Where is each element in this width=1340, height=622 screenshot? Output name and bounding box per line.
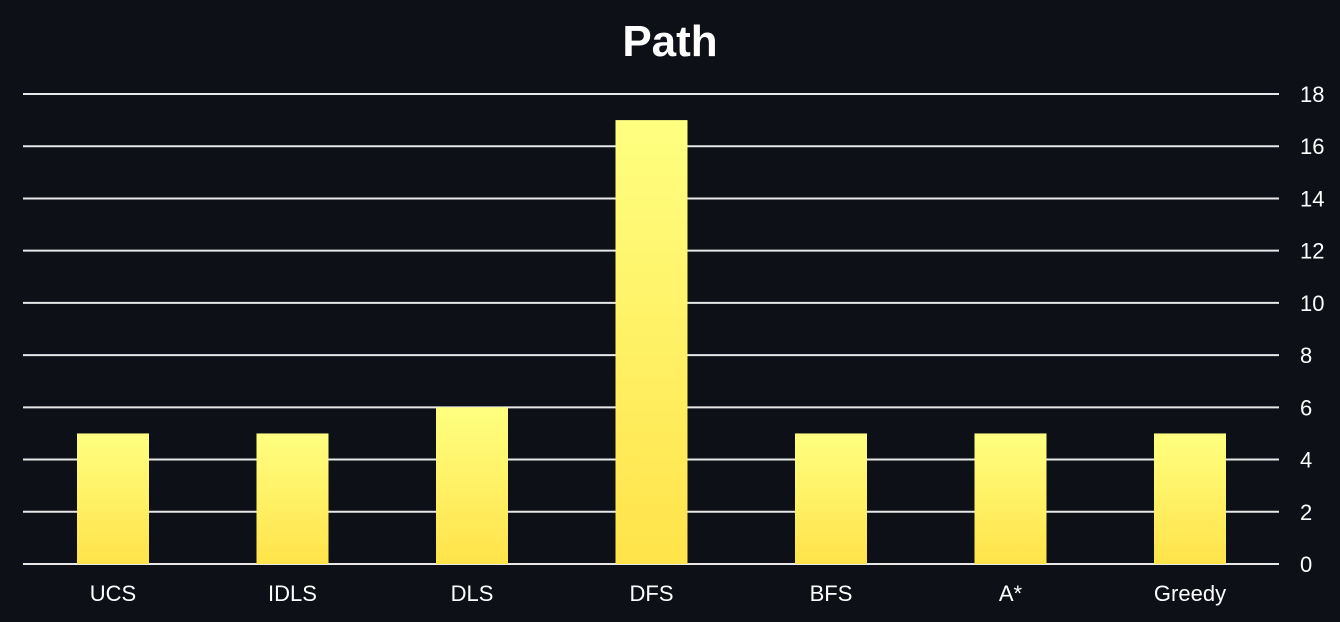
bar-idls bbox=[256, 433, 329, 564]
x-tick-label: DLS bbox=[451, 581, 494, 606]
y-axis-ticks: 0 2 4 6 8 10 12 14 16 18 bbox=[1300, 82, 1324, 577]
bar-dfs bbox=[615, 120, 688, 564]
bars bbox=[77, 120, 1226, 564]
bar-dls bbox=[436, 407, 508, 564]
bar-a- bbox=[974, 433, 1047, 564]
bar-ucs bbox=[77, 433, 149, 564]
y-tick-label: 18 bbox=[1300, 82, 1324, 107]
x-tick-label: A* bbox=[999, 581, 1023, 606]
x-tick-label: IDLS bbox=[268, 581, 317, 606]
y-tick-label: 10 bbox=[1300, 291, 1324, 316]
y-tick-label: 8 bbox=[1300, 343, 1312, 368]
y-tick-label: 6 bbox=[1300, 395, 1312, 420]
y-tick-label: 4 bbox=[1300, 448, 1312, 473]
y-tick-label: 12 bbox=[1300, 239, 1324, 264]
y-tick-label: 14 bbox=[1300, 186, 1324, 211]
x-tick-label: BFS bbox=[810, 581, 853, 606]
x-axis-labels: UCS IDLS DLS DFS BFS A* Greedy bbox=[90, 581, 1226, 606]
y-tick-label: 16 bbox=[1300, 134, 1324, 159]
x-tick-label: DFS bbox=[630, 581, 674, 606]
x-tick-label: Greedy bbox=[1154, 581, 1226, 606]
chart-title: Path bbox=[622, 17, 718, 66]
y-tick-label: 2 bbox=[1300, 500, 1312, 525]
bar-greedy bbox=[1154, 433, 1226, 564]
bar-bfs bbox=[795, 433, 867, 564]
y-tick-label: 0 bbox=[1300, 552, 1312, 577]
x-tick-label: UCS bbox=[90, 581, 136, 606]
